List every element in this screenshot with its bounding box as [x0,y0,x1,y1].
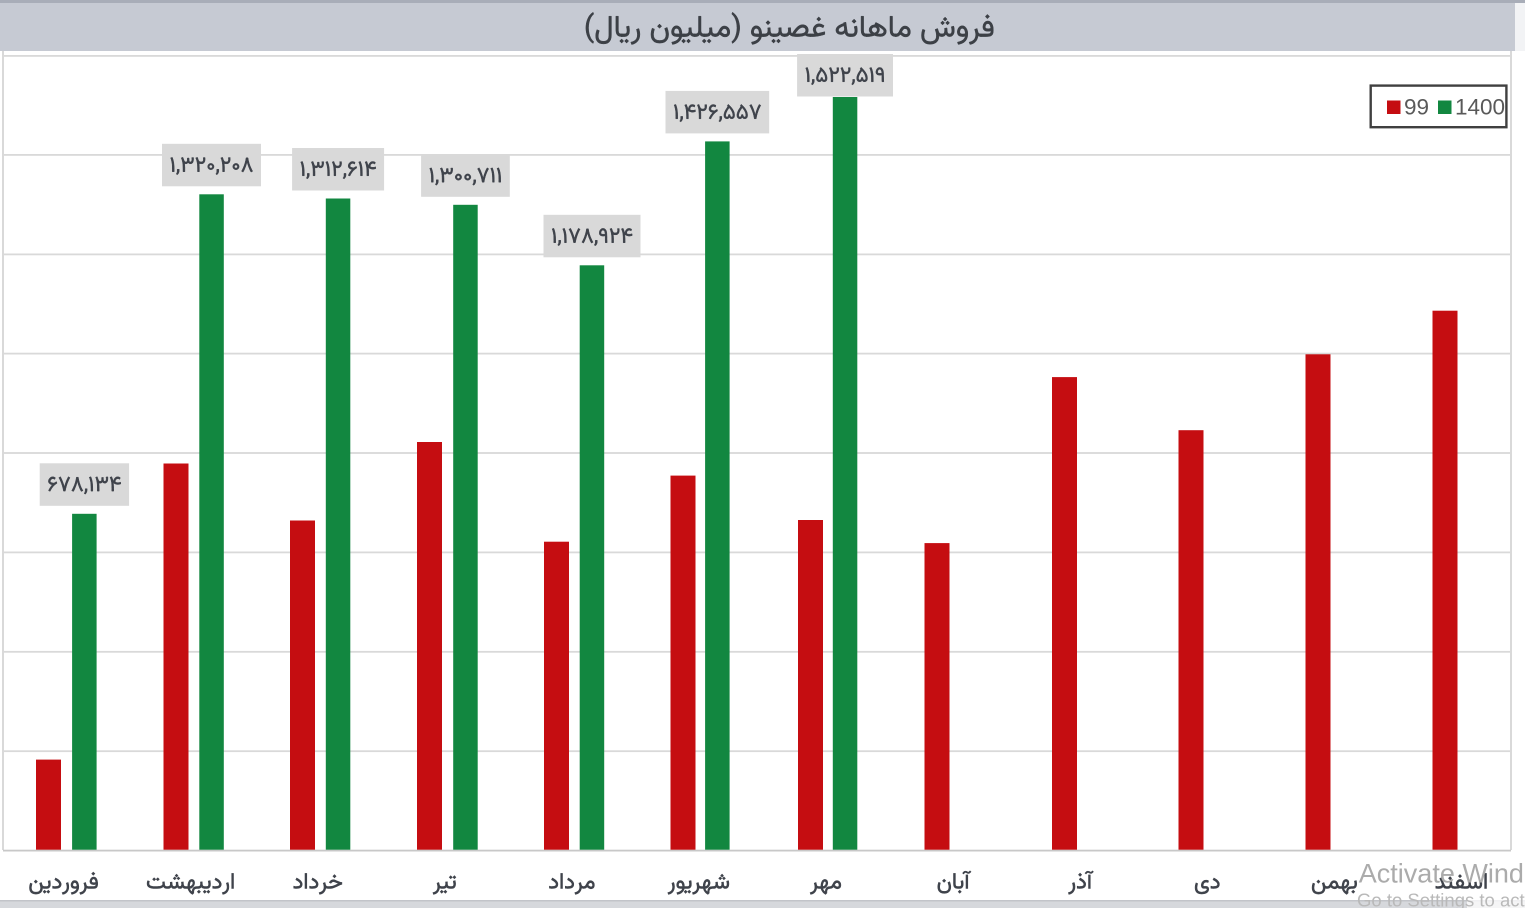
svg-text:1400: 1400 [1455,95,1505,120]
svg-text:99: 99 [1404,95,1429,120]
svg-text:Activate Windo: Activate Windo [1359,858,1525,888]
svg-text:Go to Settings to acti: Go to Settings to acti [1357,890,1525,908]
